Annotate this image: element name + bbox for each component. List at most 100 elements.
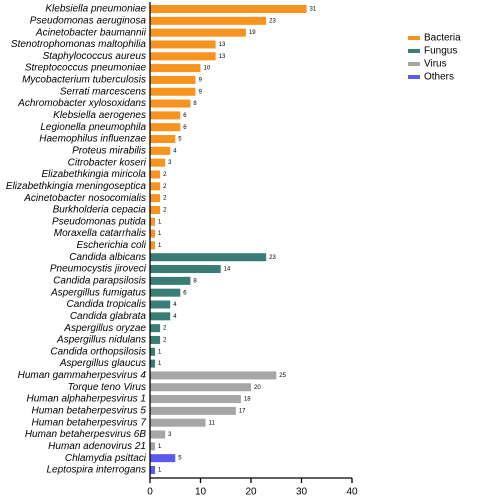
value-label: 4 (173, 302, 177, 308)
value-label: 14 (224, 267, 231, 273)
category-label: Haemophilus influenzae (39, 134, 146, 145)
value-label: 2 (163, 184, 167, 190)
value-label: 3 (168, 160, 172, 166)
category-label: Human adenovirus 21 (48, 441, 146, 452)
x-tick-label: 30 (296, 487, 308, 498)
value-label: 1 (158, 219, 162, 225)
category-label: Torque teno Virus (68, 382, 146, 393)
category-label: Human alphaherpesvirus 1 (26, 394, 146, 405)
bar (150, 75, 196, 84)
category-label: Klebsiella aerogenes (53, 110, 146, 121)
value-label: 4 (173, 314, 177, 320)
legend-label: Bacteria (424, 33, 461, 44)
value-label: 1 (158, 468, 162, 474)
bar (150, 454, 176, 463)
category-label: Citrobacter koseri (68, 157, 147, 168)
category-label: Burkholderia cepacia (53, 205, 147, 216)
category-label: Aspergillus oryzae (63, 323, 146, 334)
category-label: Candida parapsilosis (53, 276, 146, 287)
category-label: Streptococcus pneumoniae (25, 63, 147, 74)
category-label: Escherichia coli (77, 240, 147, 251)
category-label: Human gammaherpesvirus 4 (18, 370, 147, 381)
value-label: 2 (163, 338, 167, 344)
value-label: 6 (183, 113, 187, 119)
category-label: Candida tropicalis (67, 299, 147, 310)
value-label: 18 (244, 397, 251, 403)
x-tick-label: 20 (245, 487, 257, 498)
value-label: 23 (269, 255, 276, 261)
value-label: 13 (219, 54, 226, 60)
bar (150, 229, 156, 238)
category-label: Candida orthopsilosis (50, 346, 146, 357)
value-label: 1 (158, 444, 162, 450)
bar (150, 28, 246, 37)
bar (150, 347, 156, 356)
bar (150, 442, 156, 451)
value-label: 1 (158, 361, 162, 367)
bar (150, 111, 181, 120)
legend-label: Fungus (424, 46, 457, 57)
bar (150, 99, 191, 108)
value-label: 6 (183, 290, 187, 296)
bar (150, 359, 156, 368)
category-label: Chlamydia psittaci (65, 453, 147, 464)
value-label: 10 (204, 66, 211, 72)
category-label: Pseudomonas putida (52, 216, 146, 227)
bar (150, 217, 156, 226)
x-tick-label: 10 (195, 487, 207, 498)
legend-label: Virus (424, 59, 447, 70)
value-label: 1 (158, 349, 162, 355)
value-label: 11 (209, 420, 216, 426)
bar (150, 205, 161, 214)
value-label: 19 (249, 30, 256, 36)
bar (150, 146, 171, 155)
category-label: Human betaherpesvirus 7 (31, 417, 146, 428)
bar (150, 288, 181, 297)
bar (150, 194, 161, 203)
value-label: 20 (254, 385, 261, 391)
value-label: 2 (163, 326, 167, 332)
category-label: Proteus mirabilis (72, 145, 146, 156)
value-label: 9 (198, 77, 202, 83)
category-label: Pseudomonas aeruginosa (30, 15, 147, 26)
category-label: Elizabethkingia miricola (42, 169, 147, 180)
value-label: 1 (158, 243, 162, 249)
bar (150, 16, 267, 25)
legend-label: Others (424, 72, 454, 83)
category-label: Candida glabrata (70, 311, 147, 322)
bar (150, 158, 166, 167)
category-label: Legionella pneumophila (40, 122, 146, 133)
bar (150, 312, 171, 321)
category-label: Klebsiella pneumoniae (45, 4, 146, 15)
bar (150, 87, 196, 96)
bar (150, 123, 181, 132)
value-label: 2 (163, 208, 167, 214)
bar (150, 276, 191, 285)
value-label: 13 (219, 42, 226, 48)
value-label: 3 (168, 432, 172, 438)
value-label: 17 (239, 408, 246, 414)
bar (150, 253, 267, 262)
value-label: 2 (163, 172, 167, 178)
category-label: Human betaherpesvirus 5 (31, 406, 146, 417)
category-label: Stenotrophomonas maltophilia (11, 39, 147, 50)
category-label: Achromobacter xylosoxidans (17, 98, 146, 109)
bar (150, 395, 241, 404)
bar (150, 135, 176, 144)
value-label: 2 (163, 196, 167, 202)
category-label: Moraxella catarrhalis (54, 228, 146, 239)
bar (150, 465, 156, 474)
bar (150, 64, 201, 73)
bar (150, 418, 206, 427)
bar (150, 335, 161, 344)
value-label: 6 (183, 125, 187, 131)
category-label: Acinetobacter nosocomialis (23, 193, 146, 204)
value-label: 23 (269, 18, 276, 24)
x-tick-label: 40 (346, 487, 358, 498)
category-label: Mycobacterium tuberculosis (22, 75, 146, 86)
value-label: 5 (178, 137, 182, 143)
value-label: 8 (193, 278, 197, 284)
bar (150, 170, 161, 179)
